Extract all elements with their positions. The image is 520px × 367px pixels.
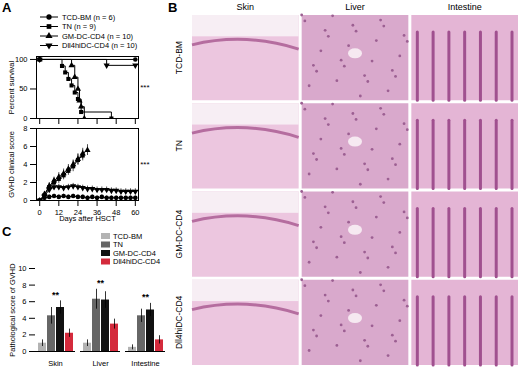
svg-text:GM-DC-CD4: GM-DC-CD4 <box>174 210 184 259</box>
svg-text:2: 2 <box>22 330 26 339</box>
svg-text:0: 0 <box>23 114 27 123</box>
svg-text:10: 10 <box>18 264 26 273</box>
svg-text:TN: TN <box>113 240 123 250</box>
svg-text:48: 48 <box>112 207 121 217</box>
svg-text:Intestine: Intestine <box>131 359 159 367</box>
svg-text:Dll4hiDC-CD4 (n = 10): Dll4hiDC-CD4 (n = 10) <box>62 41 138 50</box>
svg-text:TN (n = 9): TN (n = 9) <box>62 22 96 31</box>
svg-text:24: 24 <box>73 207 83 217</box>
svg-text:TCD-BM: TCD-BM <box>174 41 184 74</box>
svg-text:**: ** <box>97 278 105 288</box>
svg-text:2: 2 <box>23 178 27 187</box>
svg-text:**: ** <box>52 290 60 300</box>
svg-text:Dll4hiDC-CD4: Dll4hiDC-CD4 <box>113 257 160 266</box>
svg-text:***: *** <box>140 83 149 92</box>
html-text:A: A <box>2 0 12 15</box>
svg-text:8: 8 <box>22 281 26 290</box>
svg-text:Dll4hiDC-CD4: Dll4hiDC-CD4 <box>174 295 184 349</box>
svg-text:6: 6 <box>23 142 27 151</box>
svg-text:36: 36 <box>92 207 102 217</box>
html-text:C: C <box>2 224 12 239</box>
svg-text:GM-DC-CD4 (n = 10): GM-DC-CD4 (n = 10) <box>62 32 134 41</box>
svg-text:***: *** <box>140 160 149 169</box>
svg-text:0: 0 <box>23 196 27 205</box>
svg-text:0: 0 <box>22 347 26 356</box>
svg-text:Intestine: Intestine <box>448 2 482 12</box>
svg-text:Skin: Skin <box>237 2 255 12</box>
svg-text:Skin: Skin <box>48 359 63 367</box>
svg-text:8: 8 <box>23 124 27 133</box>
svg-text:Days after HSCT: Days after HSCT <box>59 214 116 223</box>
svg-text:TN: TN <box>174 140 184 151</box>
svg-text:50: 50 <box>19 84 27 93</box>
svg-text:GVHD clinical score: GVHD clinical score <box>7 131 16 198</box>
svg-text:12: 12 <box>54 207 63 217</box>
svg-text:**: ** <box>142 292 150 302</box>
svg-text:Pathological score of GVHD: Pathological score of GVHD <box>8 263 17 357</box>
svg-text:60: 60 <box>131 208 139 217</box>
svg-text:Liver: Liver <box>345 2 365 12</box>
html-text:B: B <box>168 0 178 15</box>
svg-text:Liver: Liver <box>92 359 109 367</box>
svg-text:0: 0 <box>38 208 42 217</box>
svg-text:4: 4 <box>23 160 27 169</box>
svg-text:4: 4 <box>22 314 26 323</box>
svg-text:6: 6 <box>22 297 26 306</box>
svg-text:GM-DC-CD4: GM-DC-CD4 <box>113 248 156 258</box>
svg-text:100: 100 <box>15 55 28 64</box>
svg-text:Percent survival: Percent survival <box>7 60 16 114</box>
svg-text:TCD-BM: TCD-BM <box>113 231 143 241</box>
svg-text:TCD-BM (n = 6): TCD-BM (n = 6) <box>62 13 116 22</box>
